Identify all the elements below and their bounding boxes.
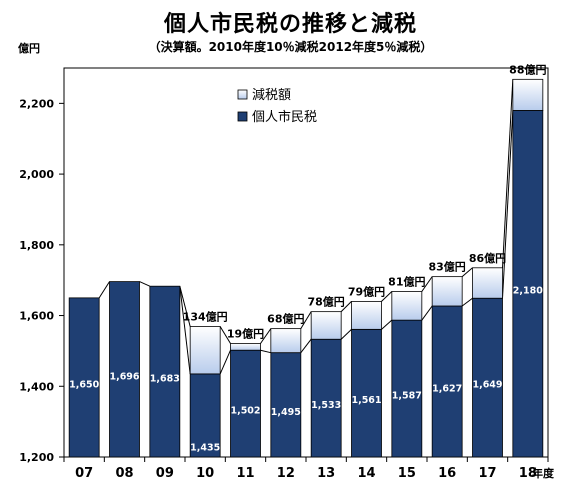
reduction-bar-12 (270, 328, 302, 354)
bar-10 (189, 373, 221, 458)
connector-line-top (300, 311, 312, 329)
reduction-bar-17 (472, 267, 503, 299)
connector-line-top (260, 328, 272, 344)
bar-value-label: 1,502 (230, 406, 260, 417)
bar-11 (230, 349, 261, 458)
bar-value-label: 1,696 (109, 371, 139, 382)
bar-16 (431, 305, 463, 458)
y-tick-label: 1,400 (19, 380, 54, 393)
reduction-bar-11 (230, 343, 261, 351)
x-category-label: 12 (277, 466, 295, 481)
bar-07 (68, 297, 100, 458)
x-category-label: 15 (398, 466, 416, 481)
reduction-bar-10 (189, 326, 221, 375)
bar-value-label: 1,649 (472, 380, 502, 391)
bar-value-label: 1,650 (69, 379, 99, 390)
x-axis-unit: 年度 (532, 467, 554, 480)
y-tick-label: 1,600 (19, 310, 54, 323)
connector-line-top (139, 281, 151, 287)
connector-line-top (340, 301, 352, 313)
y-axis-unit: 億円 (18, 42, 40, 55)
x-category-label: 16 (438, 466, 456, 481)
bar-value-label: 1,495 (271, 407, 301, 418)
x-category-label: 08 (115, 466, 133, 481)
reduction-value-label: 83億円 (429, 260, 466, 274)
bar-08 (109, 281, 140, 458)
y-tick-label: 2,200 (19, 97, 54, 110)
bar-18 (512, 110, 544, 458)
bar-value-label: 1,627 (432, 383, 462, 394)
x-category-label: 18 (519, 466, 537, 481)
reduction-value-label: 134億円 (183, 310, 228, 324)
reduction-bar-13 (310, 311, 342, 340)
connector-line-bottom (340, 328, 352, 340)
x-category-label: 09 (156, 466, 174, 481)
reduction-value-label: 88億円 (509, 62, 546, 76)
x-category-label: 11 (236, 466, 254, 481)
chart-subtitle: （決算額。2010年度10％減税2012年度5％減税） (148, 40, 433, 54)
bar-value-label: 1,561 (351, 395, 381, 406)
x-category-label: 17 (478, 466, 496, 481)
connector-line-top (381, 291, 393, 302)
bar-15 (391, 319, 423, 458)
reduction-value-label: 78億円 (308, 295, 345, 309)
connector-line-bottom (260, 349, 271, 354)
connector-line-top (179, 286, 191, 327)
y-tick-label: 1,800 (19, 239, 54, 252)
bar-14 (351, 328, 382, 458)
reduction-bar-15 (391, 291, 423, 321)
connector-line-bottom (300, 338, 312, 353)
x-category-label: 07 (75, 466, 93, 481)
bar-value-label: 1,435 (190, 442, 220, 453)
bar-value-label: 1,587 (392, 391, 422, 402)
x-category-label: 10 (196, 466, 214, 481)
connector-line-bottom (179, 286, 191, 374)
reduction-value-label: 19億円 (227, 326, 264, 340)
reduction-bar-14 (351, 300, 382, 330)
connector-line-top (219, 326, 231, 344)
connector-line-top (461, 267, 473, 278)
reduction-value-label: 86億円 (469, 251, 506, 265)
bar-13 (310, 338, 342, 458)
reduction-bar-16 (431, 276, 463, 307)
reduction-bar-18 (512, 78, 544, 111)
connector-line-top (502, 79, 514, 268)
legend-swatch-reduction (237, 89, 248, 100)
y-tick-label: 1,200 (19, 451, 54, 464)
reduction-value-label: 81億円 (388, 274, 425, 288)
connector-line-bottom (461, 297, 473, 307)
bar-value-label: 1,683 (150, 374, 180, 385)
bar-12 (270, 352, 302, 458)
connector-line-bottom (421, 305, 433, 321)
x-category-label: 13 (317, 466, 335, 481)
bar-value-label: 2,180 (513, 286, 543, 297)
connector-line-bottom (381, 319, 393, 330)
connector-line-top (98, 281, 110, 299)
bar-17 (472, 297, 503, 458)
y-tick-label: 2,000 (19, 168, 54, 181)
reduction-value-label: 68億円 (267, 312, 304, 326)
chart-title: 個人市民税の推移と減税 (163, 12, 417, 37)
legend-label-reduction: 減税額 (252, 87, 291, 103)
reduction-value-label: 79億円 (348, 284, 385, 298)
x-category-label: 14 (357, 466, 375, 481)
connector-line-bottom (219, 350, 231, 375)
connector-line-bottom (502, 110, 514, 299)
bar-value-label: 1,533 (311, 400, 341, 411)
legend-swatch-main (237, 111, 248, 122)
legend-label-main: 個人市民税 (252, 109, 317, 125)
bar-09 (149, 285, 181, 458)
connector-line-top (421, 276, 433, 292)
